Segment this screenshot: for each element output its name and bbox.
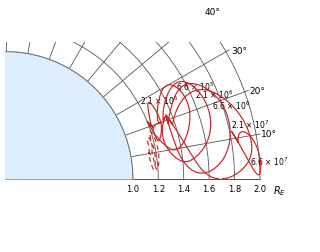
- Text: 2.0: 2.0: [253, 184, 267, 194]
- Text: 2.1 × 10$^{5}$: 2.1 × 10$^{5}$: [140, 95, 178, 108]
- Text: 10°: 10°: [261, 130, 277, 139]
- Text: 40°: 40°: [204, 8, 220, 17]
- Text: 6.6 × 10$^{6}$: 6.6 × 10$^{6}$: [212, 100, 250, 112]
- Text: 2.1 × 10$^{6}$: 2.1 × 10$^{6}$: [195, 88, 233, 101]
- Text: 6.6 × 10$^{5}$: 6.6 × 10$^{5}$: [176, 80, 213, 93]
- Text: 1.6: 1.6: [203, 184, 216, 194]
- Text: 1.8: 1.8: [228, 184, 241, 194]
- Text: 30°: 30°: [231, 47, 247, 56]
- Text: 20°: 20°: [250, 87, 266, 96]
- Text: 6.6 × 10$^{7}$: 6.6 × 10$^{7}$: [251, 155, 289, 168]
- Text: 2.1 × 10$^{7}$: 2.1 × 10$^{7}$: [231, 119, 269, 131]
- Text: 1.0: 1.0: [126, 184, 140, 194]
- Text: $R_E$: $R_E$: [273, 184, 286, 198]
- Text: 1.4: 1.4: [177, 184, 190, 194]
- Text: 1.2: 1.2: [152, 184, 165, 194]
- Polygon shape: [6, 52, 133, 179]
